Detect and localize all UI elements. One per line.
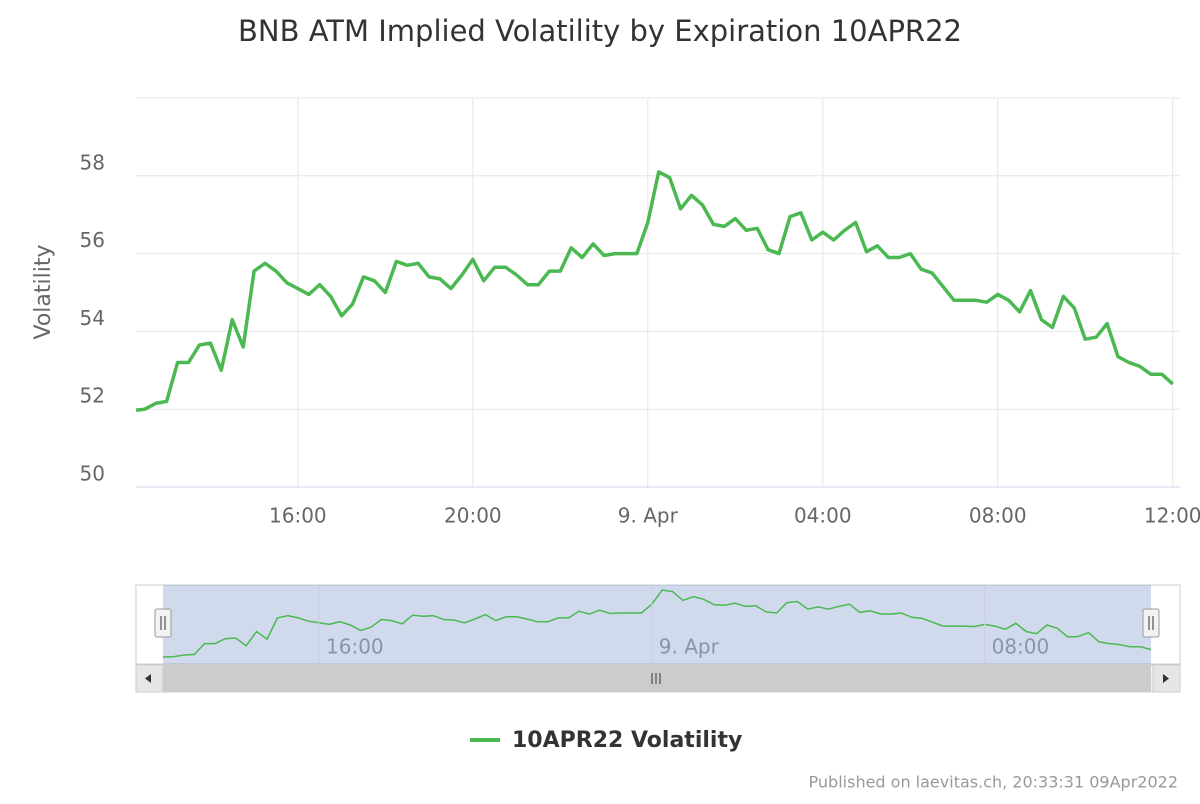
scrollbar-left[interactable]: [135, 664, 164, 693]
y-tick-label: 52: [80, 384, 105, 408]
data-line: [136, 170, 1174, 412]
x-tick-label: 20:00: [444, 504, 502, 528]
legend-label: 10APR22 Volatility: [512, 728, 742, 753]
footer: Published on laevitas.ch, 20:33:31 09Apr…: [809, 773, 1178, 792]
navigator-line: [162, 589, 1152, 658]
scrollbar-grip: [651, 673, 661, 684]
navigator-handle[interactable]: [1142, 608, 1160, 638]
y-axis-label: Volatility: [31, 244, 56, 339]
navigator-tick-label: 08:00: [992, 635, 1050, 659]
x-tick-label: 16:00: [269, 504, 327, 528]
navigator-tick-label: 9. Apr: [659, 635, 720, 659]
y-tick-label: 56: [80, 228, 105, 252]
x-tick-label: 04:00: [794, 504, 852, 528]
x-tick-label: 08:00: [969, 504, 1027, 528]
y-tick-label: 50: [80, 462, 105, 486]
navigator-handle[interactable]: [154, 608, 172, 638]
arrow-left: [145, 674, 151, 683]
x-tick-label: 12:00: [1144, 504, 1200, 528]
y-tick-label: 58: [80, 150, 105, 174]
y-tick-label: 54: [80, 306, 105, 330]
chart-title: BNB ATM Implied Volatility by Expiration…: [238, 14, 962, 48]
navigator-frame: [135, 584, 1181, 665]
arrow-right: [1163, 674, 1169, 683]
x-tick-label: 9. Apr: [618, 504, 679, 528]
scrollbar-thumb[interactable]: [163, 665, 1151, 692]
navigator-tick-label: 16:00: [326, 635, 384, 659]
